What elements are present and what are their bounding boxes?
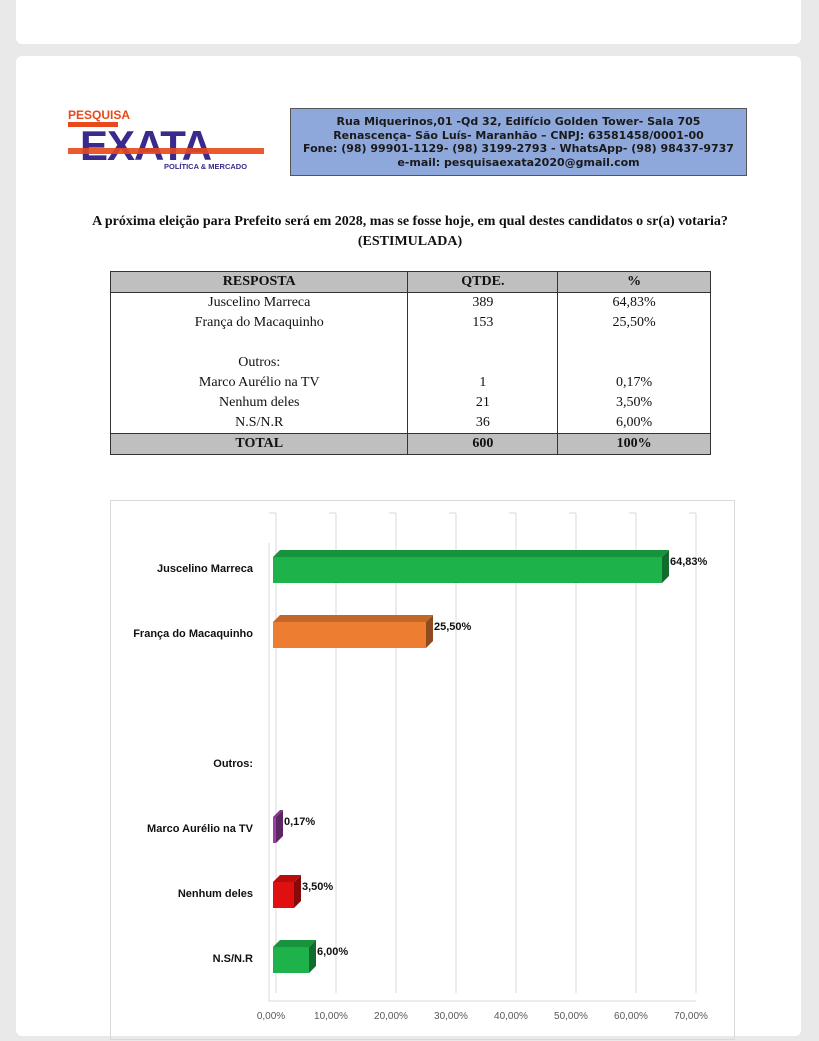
table-header-row: RESPOSTA QTDE. % [109, 271, 711, 293]
bar-side [426, 615, 433, 648]
bar [273, 557, 662, 583]
bar-top [273, 810, 283, 817]
cell-qtde: 36 [407, 413, 559, 434]
data-label: 25,50% [434, 621, 472, 633]
post-card [16, 56, 801, 1036]
cell-resposta: Outros: [109, 353, 409, 373]
survey-question: A próxima eleição para Prefeito será em … [30, 212, 790, 252]
svg-text:POLÍTICA & MERCADO: POLÍTICA & MERCADO [164, 162, 247, 171]
x-tick-label: 30,00% [434, 1011, 468, 1022]
x-tick-label: 0,00% [257, 1011, 285, 1022]
bar-side [294, 875, 301, 908]
bar-chart-svg: 0,00% 10,00% 20,00% 30,00% 40,00% 50,00% 60,00… [133, 512, 708, 1022]
address-line: Rua Miquerinos,01 -Qd 32, Edifício Golde… [336, 115, 701, 128]
cell-qtde: 1 [407, 373, 559, 393]
bar [273, 882, 294, 908]
address-box: Rua Miquerinos,01 -Qd 32, Edifício Golde… [290, 108, 747, 176]
x-tick-label: 50,00% [554, 1011, 588, 1022]
cell-percent: 6,00% [557, 413, 711, 434]
bar-side [661, 550, 669, 583]
cell-percent [557, 333, 711, 353]
cell-resposta: Nenhum deles [109, 393, 409, 413]
x-tick-label: 40,00% [494, 1011, 528, 1022]
cell-qtde: 389 [407, 292, 559, 313]
cell-resposta: N.S/N.R [109, 413, 409, 434]
category-label: França do Macaquinho [133, 628, 253, 640]
cell-resposta: Juscelino Marreca [109, 292, 409, 313]
header-percent: % [557, 271, 711, 293]
cell-qtde [407, 333, 559, 353]
total-qtde: 600 [407, 433, 559, 455]
table-row: Nenhum deles 21 3,50% [109, 393, 711, 413]
bar [273, 622, 426, 648]
bar-side [276, 810, 283, 843]
total-percent: 100% [557, 433, 711, 455]
x-tick-label: 70,00% [674, 1011, 708, 1022]
category-label: Juscelino Marreca [157, 563, 254, 575]
bar-side [309, 940, 316, 973]
cell-resposta [109, 333, 409, 353]
svg-text:PESQUISA: PESQUISA [68, 108, 130, 122]
address-line: Renascença- São Luís- Maranhão – CNPJ: 6… [333, 128, 704, 142]
question-text: A próxima eleição para Prefeito será em … [92, 214, 728, 229]
category-label: Outros: [213, 758, 253, 770]
cell-percent: 64,83% [557, 292, 711, 313]
table-row: Outros: [109, 353, 711, 373]
cell-qtde: 153 [407, 313, 559, 333]
data-label: 0,17% [284, 816, 315, 828]
phone-line: Fone: (98) 99901-1129- (98) 3199-2793 - … [303, 142, 734, 155]
question-type: (ESTIMULADA) [357, 234, 463, 249]
data-label: 6,00% [317, 946, 348, 958]
bar-chart: 0,00% 10,00% 20,00% 30,00% 40,00% 50,00% 60,00… [110, 500, 735, 1040]
table-total-row: TOTAL 600 100% [109, 433, 711, 455]
cell-qtde: 21 [407, 393, 559, 413]
cell-percent: 0,17% [557, 373, 711, 393]
data-label: 64,83% [670, 556, 708, 568]
x-tick-label: 60,00% [614, 1011, 648, 1022]
total-label: TOTAL [109, 433, 409, 455]
data-label: 3,50% [302, 881, 333, 893]
cell-qtde [407, 353, 559, 373]
header-qtde: QTDE. [407, 271, 559, 293]
bar-top [273, 550, 669, 557]
svg-text:EXATA: EXATA [80, 122, 212, 169]
table-row: Marco Aurélio na TV 1 0,17% [109, 373, 711, 393]
table-row: França do Macaquinho 153 25,50% [109, 313, 711, 333]
cell-percent [557, 353, 711, 373]
header-resposta: RESPOSTA [109, 271, 409, 293]
bar [273, 817, 276, 843]
category-label: Nenhum deles [178, 888, 253, 900]
cell-percent: 3,50% [557, 393, 711, 413]
cell-resposta: França do Macaquinho [109, 313, 409, 333]
previous-card [16, 0, 801, 44]
table-row: Juscelino Marreca 389 64,83% [109, 292, 711, 313]
pesquisa-exata-logo: PESQUISA EXATA POLÍTICA & MERCADO [66, 106, 270, 172]
bar-top [273, 940, 316, 947]
bar-top [273, 875, 301, 882]
email-line: e-mail: pesquisaexata2020@gmail.com [397, 155, 640, 169]
results-table: RESPOSTA QTDE. % Juscelino Marreca 389 6… [109, 271, 711, 455]
cell-percent: 25,50% [557, 313, 711, 333]
bar [273, 947, 309, 973]
x-tick-label: 10,00% [314, 1011, 348, 1022]
table-row: N.S/N.R 36 6,00% [109, 413, 711, 434]
table-row-spacer [109, 333, 711, 353]
category-label: Marco Aurélio na TV [147, 823, 254, 835]
x-tick-label: 20,00% [374, 1011, 408, 1022]
cell-resposta: Marco Aurélio na TV [109, 373, 409, 393]
bar-top [273, 615, 433, 622]
category-label: N.S/N.R [213, 953, 253, 965]
